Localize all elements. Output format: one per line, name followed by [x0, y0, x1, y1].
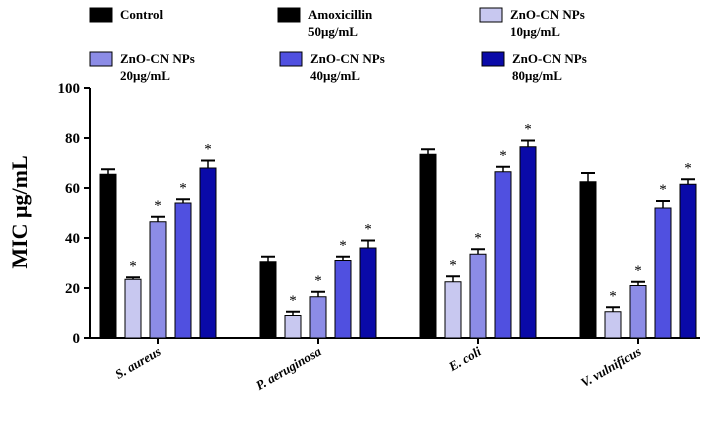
- legend-label-line2: 40μg/mL: [310, 68, 360, 83]
- legend-item: Control: [89, 7, 163, 23]
- legend-label: Amoxicillin: [308, 7, 373, 22]
- x-tick-label: V. vulnificus: [578, 344, 643, 390]
- y-tick-label: 60: [65, 181, 80, 197]
- significance-marker: *: [634, 263, 642, 279]
- bar: [604, 311, 622, 339]
- legend-label: ZnO-CN NPs: [512, 51, 587, 66]
- legend-item: ZnO-CN NPs 20μg/mL: [89, 51, 195, 83]
- significance-marker: *: [474, 230, 482, 246]
- significance-marker: *: [129, 258, 137, 274]
- bar: [284, 315, 302, 339]
- bar: [654, 207, 672, 339]
- legend-label: ZnO-CN NPs: [510, 7, 585, 22]
- y-tick-label: 0: [73, 331, 81, 347]
- bar: [679, 183, 697, 339]
- bar: [174, 202, 192, 339]
- bar: [124, 278, 142, 339]
- bar: [149, 221, 167, 339]
- legend-swatch: [277, 7, 301, 23]
- legend-swatch: [89, 7, 113, 23]
- bar: [259, 261, 277, 339]
- significance-marker: *: [499, 148, 507, 164]
- significance-marker: *: [684, 160, 692, 176]
- legend-swatch: [479, 7, 503, 23]
- x-tick-label: S. aureus: [112, 344, 163, 382]
- significance-marker: *: [154, 198, 162, 214]
- legend-label-line2: 20μg/mL: [120, 68, 170, 83]
- bar: [469, 253, 487, 339]
- bar: [444, 281, 462, 339]
- x-tick-label: P. aeruginosa: [253, 343, 324, 393]
- bar: [419, 153, 437, 339]
- legend-label: ZnO-CN NPs: [120, 51, 195, 66]
- legend-label: Control: [120, 7, 163, 22]
- bar: [494, 171, 512, 339]
- significance-marker: *: [204, 142, 212, 158]
- legend-swatch: [279, 51, 303, 67]
- bar: [309, 296, 327, 339]
- legend-label: ZnO-CN NPs: [310, 51, 385, 66]
- y-tick-label: 40: [65, 231, 80, 247]
- bar: [199, 167, 217, 339]
- significance-marker: *: [289, 293, 297, 309]
- bar: [629, 285, 647, 339]
- legend-label-line2: 50μg/mL: [308, 24, 358, 39]
- significance-marker: *: [339, 238, 347, 254]
- y-tick-label: 100: [58, 81, 81, 97]
- significance-marker: *: [179, 180, 187, 196]
- bars: * * * * * * * * * * * * * * * *: [99, 122, 697, 339]
- legend: Control Amoxicillin 50μg/mL ZnO-CN NPs 10μg/…: [89, 7, 587, 83]
- y-tick-label: 20: [65, 281, 80, 297]
- significance-marker: *: [524, 122, 532, 138]
- legend-swatch: [481, 51, 505, 67]
- legend-label-line2: 10μg/mL: [510, 24, 560, 39]
- significance-marker: *: [449, 257, 457, 273]
- significance-marker: *: [364, 222, 372, 238]
- bar: [99, 173, 117, 339]
- legend-swatch: [89, 51, 113, 67]
- bar: [334, 260, 352, 339]
- legend-label-line2: 80μg/mL: [512, 68, 562, 83]
- y-tick-label: 80: [65, 131, 80, 147]
- significance-marker: *: [609, 288, 617, 304]
- legend-item: ZnO-CN NPs 40μg/mL: [279, 51, 385, 83]
- bar: [519, 146, 537, 339]
- significance-marker: *: [659, 182, 667, 198]
- y-axis-title: MIC μg/mL: [7, 155, 32, 268]
- significance-marker: *: [314, 273, 322, 289]
- legend-item: ZnO-CN NPs 10μg/mL: [479, 7, 585, 39]
- legend-item: Amoxicillin 50μg/mL: [277, 7, 373, 39]
- bar: [579, 181, 597, 339]
- x-tick-label: E. coli: [445, 343, 484, 374]
- bar: [359, 247, 377, 339]
- legend-item: ZnO-CN NPs 80μg/mL: [481, 51, 587, 83]
